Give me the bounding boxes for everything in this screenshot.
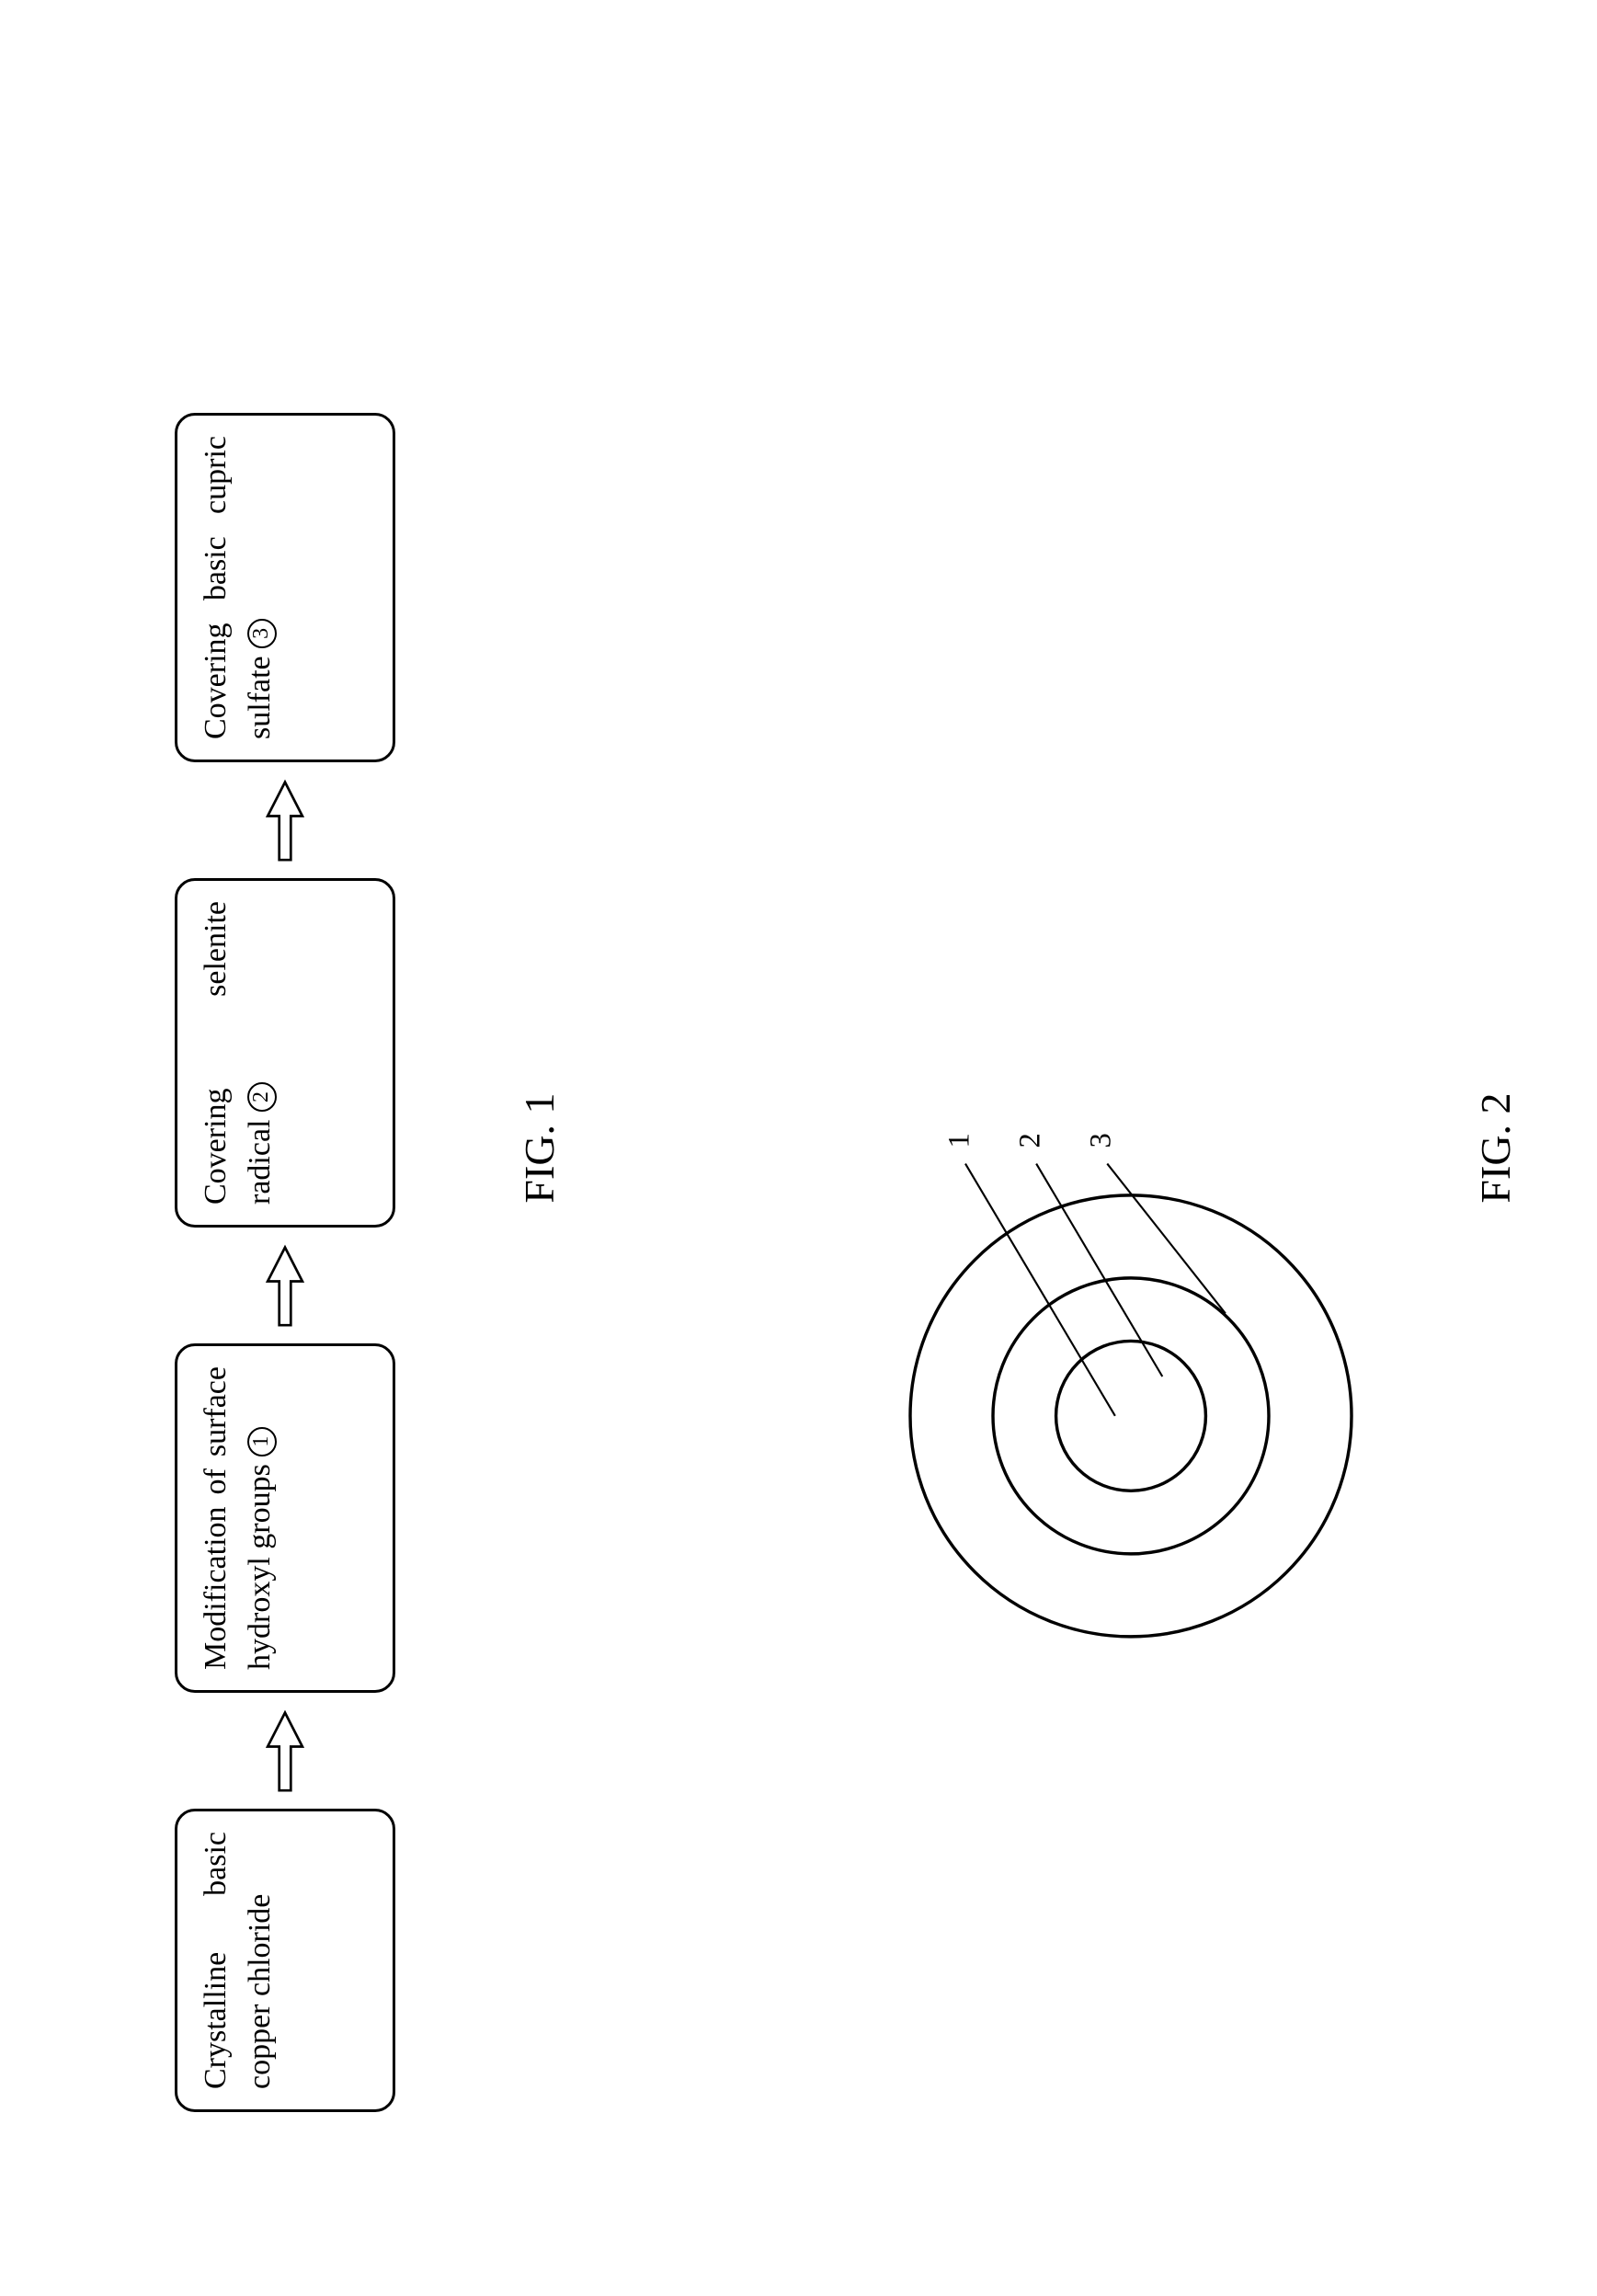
flow-box-2: Covering selenite radical 2 (175, 878, 395, 1228)
flow-arrow-3 (262, 779, 308, 862)
circle-ring (993, 1278, 1269, 1554)
leader-line (1107, 1164, 1226, 1314)
flow-box-0: Crystalline basic copper chloride (175, 1809, 395, 2112)
ring-label: 3 (1085, 1133, 1118, 1148)
flow-box-1: Modification of surface hydroxyl groups … (175, 1343, 395, 1693)
fig1-caption: FIG. 1 (515, 0, 564, 2296)
page-rotated-container: Crystalline basic copper chloride Modifi… (0, 0, 1597, 2296)
arrow-icon (268, 1248, 302, 1326)
fig2-diagram: 1 2 3 (855, 1101, 1407, 1652)
circle-ring (910, 1195, 1352, 1637)
arrow-icon (268, 782, 302, 861)
fig1-flowchart: Crystalline basic copper chloride Modifi… (175, 413, 395, 2112)
flow-arrow-1 (262, 1709, 308, 1792)
ring-label: 2 (1014, 1133, 1047, 1148)
flow-arrow-2 (262, 1244, 308, 1327)
arrow-icon (268, 1713, 302, 1791)
circle-ring (1056, 1341, 1206, 1491)
ring-label: 1 (942, 1133, 975, 1148)
fig2-caption: FIG. 2 (1471, 0, 1520, 2296)
leader-line (965, 1164, 1115, 1416)
flow-box-3: Covering basic cupric sulfate 3 (175, 413, 395, 762)
